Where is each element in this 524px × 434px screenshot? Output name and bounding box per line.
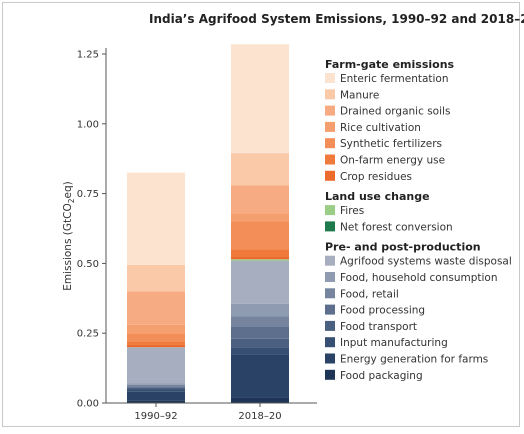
y-tick-label: 1.25 [77, 50, 99, 61]
legend-swatch-food-packaging [325, 369, 335, 380]
bars [127, 44, 289, 403]
legend-label-crop-residues: Crop residues [340, 171, 412, 183]
x-tick-label: 1990–92 [134, 411, 177, 422]
chart-title: India’s Agrifood System Emissions, 1990–… [149, 12, 524, 26]
bar-segment-food-household-consumption [127, 383, 185, 385]
bar-segment-on-farm-energy-use [231, 249, 289, 257]
legend-label-rice-cultivation: Rice cultivation [340, 122, 421, 134]
bar-segment-crop-residues [231, 256, 289, 260]
y-tick-label: 0.25 [77, 329, 99, 340]
legend-label-input-manufacturing: Input manufacturing [340, 337, 448, 349]
legend-label-enteric-fermentation: Enteric fermentation [340, 73, 449, 85]
legend-swatch-food-household-consumption [325, 272, 335, 282]
legend-label-drained-organic-soils: Drained organic soils [340, 106, 450, 118]
bar-segment-synthetic-fertilizers [127, 333, 185, 342]
legend-label-food-processing: Food processing [340, 305, 425, 317]
legend-label-food-retail: Food, retail [340, 288, 399, 300]
legend-group-title: Land use change [325, 190, 430, 203]
legend-swatch-drained-organic-soils [325, 105, 335, 116]
legend-swatch-net-forest-conversion [325, 221, 335, 232]
bar-segment-food-processing [231, 326, 289, 339]
bar-segment-food-retail [127, 384, 185, 387]
legend-swatch-crop-residues [325, 170, 335, 181]
y-tick-label: 1.00 [77, 119, 99, 130]
bar-segment-on-farm-energy-use [127, 341, 185, 345]
y-tick-label: 0.00 [77, 399, 99, 410]
x-tick-label: 2018–20 [238, 411, 281, 422]
bar-segment-input-manufacturing [127, 389, 185, 392]
bar-segment-food-packaging [127, 400, 185, 403]
bar-segment-rice-cultivation [127, 324, 185, 334]
chart: India’s Agrifood System Emissions, 1990–… [62, 12, 524, 422]
y-tick-label: 0.50 [77, 259, 99, 270]
chart-frame: India’s Agrifood System Emissions, 1990–… [2, 2, 524, 427]
bar-segment-food-retail [231, 316, 289, 327]
y-axis-label-subscript: 2 [67, 198, 76, 203]
y-axis-label: Emissions (GtCO2eq) [62, 181, 76, 291]
bar-segment-energy-generation-for-farms [231, 354, 289, 398]
bar-segment-enteric-fermentation [231, 44, 289, 154]
legend-group-title: Farm-gate emissions [325, 58, 455, 71]
legend-label-manure: Manure [340, 89, 379, 101]
bar-segment-manure [231, 153, 289, 186]
bar-segment-food-transport [127, 387, 185, 390]
legend-label-food-packaging: Food packaging [340, 370, 423, 382]
legend-label-agrifood-systems-waste-disposal: Agrifood systems waste disposal [340, 256, 512, 268]
legend-swatch-rice-cultivation [325, 121, 335, 132]
bar-segment-manure [127, 264, 185, 292]
legend-label-energy-generation-for-farms: Energy generation for farms [340, 354, 488, 366]
legend-label-food-transport: Food transport [340, 321, 417, 333]
y-axis-label-end: eq) [62, 181, 74, 198]
legend-label-food-household-consumption: Food, household consumption [340, 272, 498, 284]
y-axis-label-main: Emissions (GtCO [62, 203, 74, 290]
legend-swatch-food-processing [325, 304, 335, 315]
legend-label-net-forest-conversion: Net forest conversion [340, 221, 453, 233]
bar-segment-agrifood-systems-waste-disposal [231, 260, 289, 304]
legend-swatch-food-retail [325, 288, 335, 299]
bar-segment-food-packaging [231, 397, 289, 403]
legend-swatch-manure [325, 89, 335, 100]
legend-swatch-on-farm-energy-use [325, 154, 335, 165]
legend-swatch-agrifood-systems-waste-disposal [325, 255, 335, 266]
bar-segment-drained-organic-soils [231, 185, 289, 214]
bar-segment-drained-organic-soils [127, 291, 185, 325]
bar-segment-rice-cultivation [231, 213, 289, 222]
x-axis: 1990–92 2018–20 [106, 402, 317, 422]
bar-segment-crop-residues [127, 344, 185, 348]
legend-swatch-food-transport [325, 320, 335, 331]
bar-segment-input-manufacturing [231, 347, 289, 355]
bar-segment-fires [231, 259, 289, 261]
bar-segment-enteric-fermentation [127, 172, 185, 265]
bar-segment-food-household-consumption [231, 303, 289, 317]
legend-swatch-fires [325, 205, 335, 216]
legend-label-fires: Fires [340, 205, 364, 217]
legend-swatch-enteric-fermentation [325, 73, 335, 83]
bar-segment-synthetic-fertilizers [231, 221, 289, 250]
legend-label-synthetic-fertilizers: Synthetic fertilizers [340, 138, 442, 150]
legend-swatch-synthetic-fertilizers [325, 138, 335, 149]
y-tick-label: 0.75 [77, 189, 99, 200]
legend-swatch-energy-generation-for-farms [325, 353, 335, 364]
legend-group-title: Pre- and post-production [325, 241, 481, 254]
y-axis: 0.00 0.25 0.50 0.75 1.00 1.25 [77, 48, 107, 410]
bar-segment-agrifood-systems-waste-disposal [127, 347, 185, 384]
bar-segment-food-transport [231, 338, 289, 348]
legend-label-on-farm-energy-use: On-farm energy use [340, 155, 445, 167]
bar-segment-energy-generation-for-farms [127, 391, 185, 401]
bar-segment-food-processing [127, 386, 185, 388]
legend: Farm-gate emissions Enteric fermentation M… [325, 58, 512, 382]
legend-swatch-input-manufacturing [325, 337, 335, 348]
